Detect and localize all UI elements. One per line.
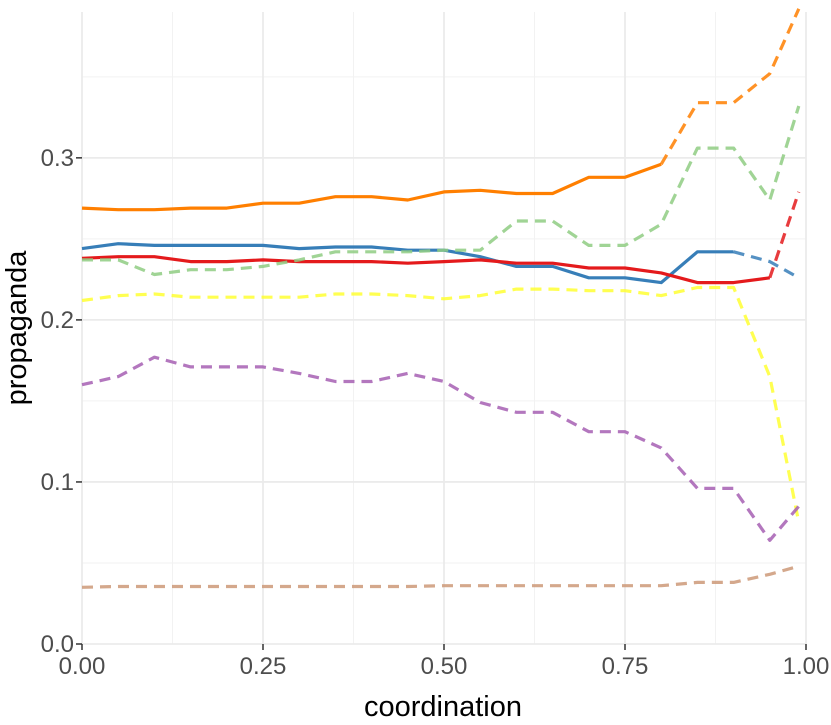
x-tick-label: 1.00 bbox=[783, 653, 830, 680]
x-tick-label: 0.00 bbox=[59, 653, 106, 680]
series-line-solid bbox=[81, 255, 771, 285]
series-line-dashed bbox=[81, 285, 801, 523]
y-axis-tick-labels: 0.0 0.1 0.2 0.3 bbox=[41, 145, 74, 658]
axis-ticks bbox=[76, 157, 807, 650]
x-tick-label: 0.75 bbox=[602, 653, 649, 680]
x-tick-label: 0.25 bbox=[240, 653, 287, 680]
series-line-dashed bbox=[82, 105, 801, 277]
series-line-solid bbox=[81, 162, 662, 212]
y-tick-label: 0.3 bbox=[41, 145, 74, 172]
major-gridlines bbox=[81, 12, 807, 645]
series-line-dashed bbox=[81, 355, 801, 542]
series-line-dashed bbox=[733, 250, 800, 280]
y-axis-title: propaganda bbox=[1, 250, 33, 406]
x-axis-tick-labels: 0.00 0.25 0.50 0.75 1.00 bbox=[59, 653, 830, 680]
y-tick-label: 0.2 bbox=[41, 307, 74, 334]
y-tick-label: 0.1 bbox=[41, 469, 74, 496]
x-axis-title: coordination bbox=[364, 691, 522, 723]
series-line-dashed bbox=[768, 191, 801, 279]
y-tick-label: 0.0 bbox=[41, 631, 74, 658]
x-tick-label: 0.50 bbox=[421, 653, 468, 680]
series-line-dashed bbox=[659, 8, 801, 166]
series-lines bbox=[81, 8, 801, 589]
series-line-dashed bbox=[81, 564, 800, 589]
